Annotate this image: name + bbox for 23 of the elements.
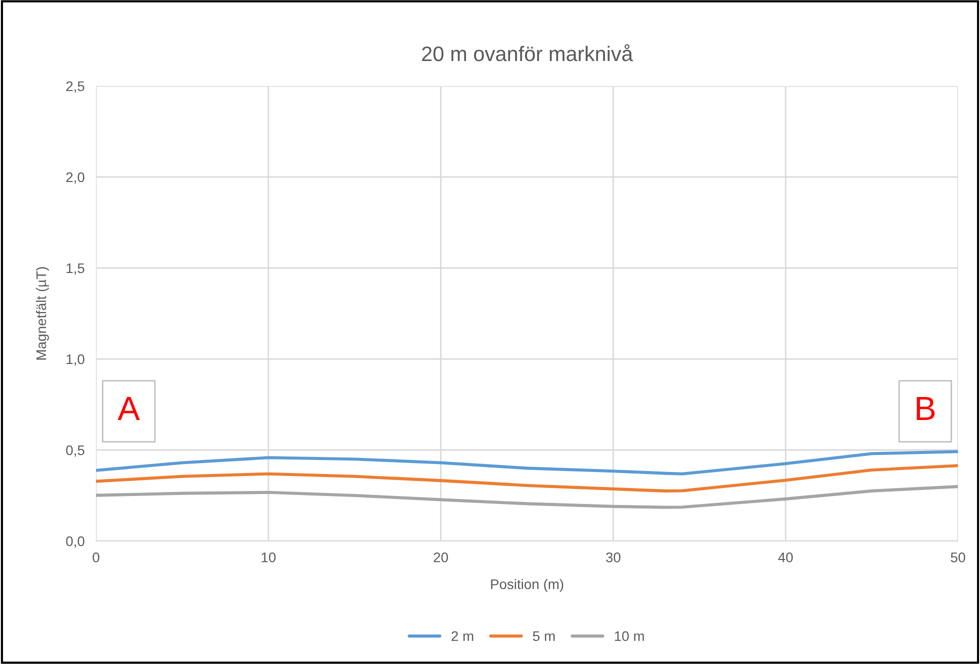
line-series [96, 485, 958, 509]
line-series [96, 464, 958, 492]
y-tick-label: 1,5 [66, 263, 84, 275]
x-tick-label: 30 [606, 552, 620, 562]
legend-label: 5 m [532, 631, 555, 642]
x-tick-label: 10 [262, 552, 276, 562]
annotation: A [118, 397, 140, 420]
legend-label: 10 m [614, 631, 644, 642]
chart-title: 20 m ovanför marknivå [422, 44, 633, 62]
y-tick-label: 0,5 [66, 445, 84, 457]
x-tick-label: 20 [434, 552, 448, 562]
y-tick-label: 2,0 [66, 172, 84, 184]
x-tick-label: 50 [950, 552, 966, 562]
y-tick-label: 1,0 [66, 354, 84, 366]
y-tick-label: 0,0 [66, 536, 84, 548]
line-series [96, 450, 958, 476]
legend-label: 2 m [452, 631, 474, 641]
x-tick-label: 0 [92, 552, 100, 562]
x-axis-title: Position (m) [491, 578, 564, 592]
y-axis-title: Magnetfält (µT) [36, 267, 49, 360]
x-tick-label: 40 [778, 552, 793, 562]
annotation: B [916, 397, 935, 420]
y-tick-label: 2,5 [66, 81, 84, 93]
